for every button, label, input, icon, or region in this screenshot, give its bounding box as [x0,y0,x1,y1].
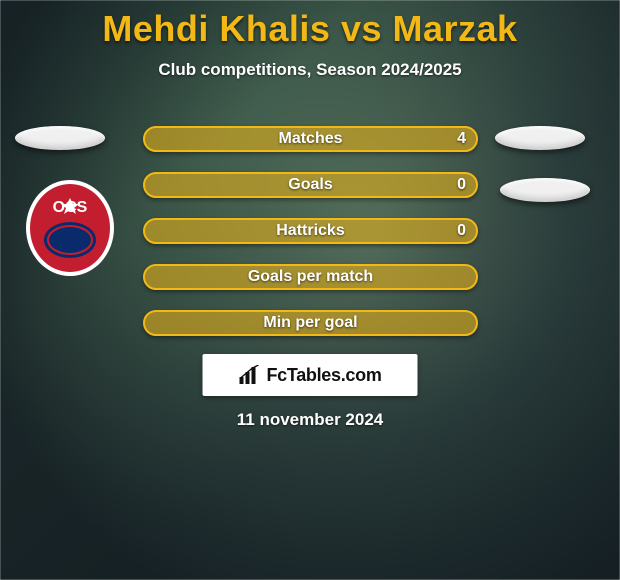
stat-bar-right [143,264,478,290]
stat-row: Goals per match [143,264,478,290]
page-title: Mehdi Khalis vs Marzak [0,0,620,50]
stat-value-right: 0 [457,172,466,198]
player-shadow-oval [495,126,585,150]
page-subtitle: Club competitions, Season 2024/2025 [0,60,620,80]
stat-bar-right [143,310,478,336]
stat-row: Goals0 [143,172,478,198]
date-label: 11 november 2024 [0,410,620,430]
player-shadow-oval [15,126,105,150]
player-shadow-oval [500,178,590,202]
stat-row: Min per goal [143,310,478,336]
brand-label: FcTables.com [266,365,381,386]
stat-value-right: 0 [457,218,466,244]
club-badge: OCS [25,178,115,278]
brand-box: FcTables.com [203,354,418,396]
bar-chart-icon [238,365,260,385]
stat-row: Hattricks0 [143,218,478,244]
stat-bar-right [143,218,478,244]
stat-bar-right [143,172,478,198]
stat-bar-right [143,126,478,152]
stat-value-right: 4 [457,126,466,152]
stat-row: Matches4 [143,126,478,152]
